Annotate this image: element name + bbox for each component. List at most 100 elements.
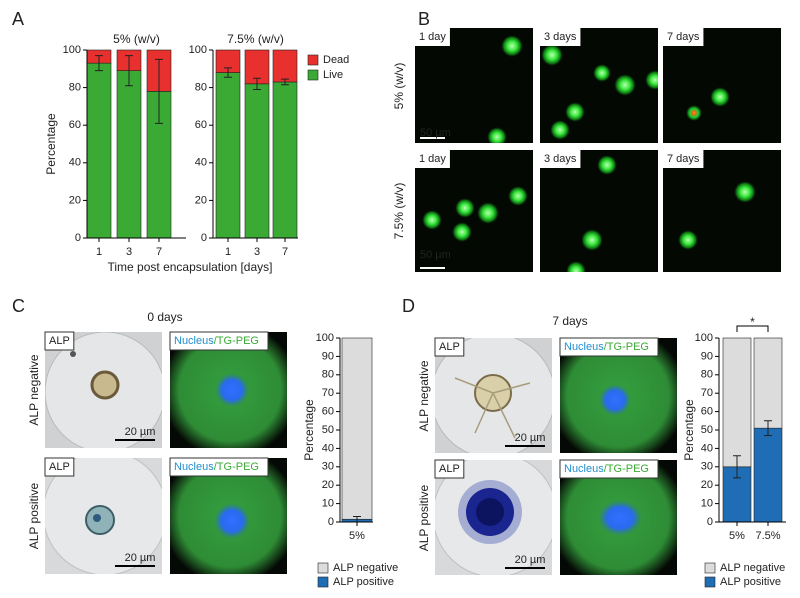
gel-label: /TG-PEG [214,461,259,473]
legend-swatch [704,576,716,588]
error-bar [125,55,133,87]
label-box [434,337,465,357]
y-tick-label: 60 [195,119,207,131]
scale-bar-label: 20 µm [125,426,156,438]
y-tick-label: 100 [695,332,713,344]
error-bar [733,455,741,479]
micrograph [540,150,658,272]
y-tick-label: 60 [69,119,81,131]
x-tick-label: 5% [349,530,365,542]
legend-label: Dead [323,54,349,66]
y-tick-label: 20 [69,194,81,206]
nucleus-label: Nucleus [174,461,214,473]
row-label: ALP negative [27,354,41,425]
significance-bracket [736,325,769,332]
micrograph [663,28,781,143]
y-tick-label: 20 [322,479,334,491]
micrograph [540,28,658,143]
label-box [169,457,269,477]
y-tick-label: 20 [701,479,713,491]
scale-bar-label: 20 µm [125,552,156,564]
y-tick-label: 0 [75,232,81,244]
y-tick-label: 20 [195,194,207,206]
scale-bar-label: 20 µm [515,554,546,566]
image-label: 1 day [419,153,446,165]
image-label: Nucleus/TG-PEG [564,341,649,353]
y-tick-label: 10 [701,498,713,510]
legend-swatch [307,54,319,66]
label-box [415,28,450,46]
error-bar [95,55,103,72]
micrograph [435,460,552,575]
axes [339,338,373,523]
image-label: Nucleus/TG-PEG [174,335,259,347]
micrograph [415,150,533,272]
panel-label: D [402,296,415,316]
bar-segment [272,49,298,83]
legend-swatch [317,562,329,574]
y-tick-label: 100 [316,332,334,344]
x-tick-label: 7.5% [755,530,780,542]
image-label: 7 days [667,153,700,165]
error-bar [224,67,232,78]
y-tick-label: 60 [701,406,713,418]
panel-label: A [12,9,24,29]
micrograph [435,338,552,453]
error-bar [281,78,289,86]
image-label: 1 day [419,31,446,43]
significance-label: * [750,315,755,329]
micrograph [170,332,287,448]
image-label: ALP [49,461,70,473]
nucleus-label: Nucleus [564,463,604,475]
nucleus-label: Nucleus [174,335,214,347]
row-label: 7.5% (w/v) [392,183,406,240]
label-box [540,28,581,46]
bar-segment [244,83,270,239]
y-tick-label: 50 [322,424,334,436]
chart-title: 5% (w/v) [113,32,160,46]
label-box [415,150,450,168]
axes [212,50,298,239]
y-tick-label: 100 [189,44,207,56]
bar-segment [753,427,783,523]
error-bar [253,77,261,90]
axes [718,338,786,523]
y-tick-label: 60 [322,406,334,418]
legend-swatch [704,562,716,574]
label-box [434,459,465,479]
legend-label: ALP positive [333,576,394,588]
image-label: 3 days [544,153,577,165]
y-tick-label: 80 [322,369,334,381]
scale-bar-label: 50 µm [420,127,451,139]
y-tick-label: 30 [322,461,334,473]
y-tick-label: 70 [322,387,334,399]
row-label: 5% (w/v) [392,63,406,110]
image-label: ALP [439,341,460,353]
legend-swatch [307,69,319,81]
label-box [540,150,581,168]
label-box [663,28,704,46]
y-axis-label: Percentage [44,113,58,175]
y-tick-label: 70 [701,387,713,399]
error-bar [155,58,163,124]
row-label: ALP positive [27,482,41,549]
y-tick-label: 80 [195,82,207,94]
bar-segment [341,337,373,520]
y-tick-label: 40 [322,442,334,454]
label-box [44,457,75,477]
legend-label: ALP positive [720,576,781,588]
x-tick-label: 7 [282,246,288,258]
bar-segment [116,70,142,239]
panel-title: 7 days [552,314,587,328]
label-box [663,150,704,168]
label-box [559,459,659,479]
scale-bar-label: 20 µm [515,432,546,444]
y-tick-label: 80 [69,82,81,94]
x-axis-label: Time post encapsulation [days] [108,260,273,274]
y-tick-label: 40 [701,442,713,454]
gel-label: /TG-PEG [214,335,259,347]
y-tick-label: 50 [701,424,713,436]
axes [86,50,186,239]
micrograph-grid [415,28,781,272]
